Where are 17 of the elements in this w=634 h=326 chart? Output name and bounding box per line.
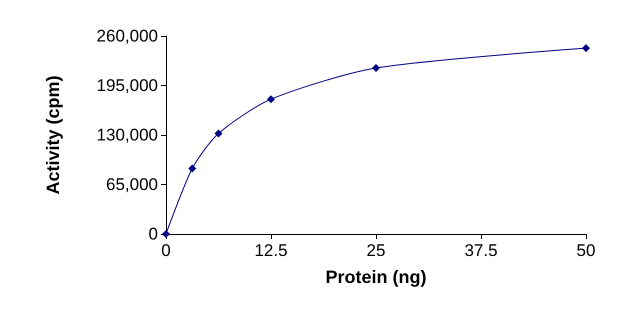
- point: [267, 95, 275, 104]
- point: [582, 44, 590, 52]
- y-tick-label: 195,000: [96, 76, 158, 95]
- x-tick-label: 12.5: [254, 241, 288, 260]
- x-tick-label: 0: [161, 241, 171, 260]
- x-axis-title: Protein (ng): [326, 267, 426, 287]
- y-tick-label: 130,000: [96, 126, 158, 144]
- point: [188, 164, 196, 173]
- x-tick-label: 37.5: [464, 241, 498, 260]
- y-tick-label: 0: [148, 224, 158, 244]
- point: [372, 64, 380, 72]
- point: [214, 129, 222, 138]
- y-axis-title: Activity (cpm): [43, 75, 63, 195]
- x-tick-label: 25: [366, 241, 386, 260]
- y-tick-label: 260,000: [96, 26, 158, 46]
- y-tick-label: 65,000: [106, 175, 158, 194]
- x-tick-label: 50: [576, 241, 596, 260]
